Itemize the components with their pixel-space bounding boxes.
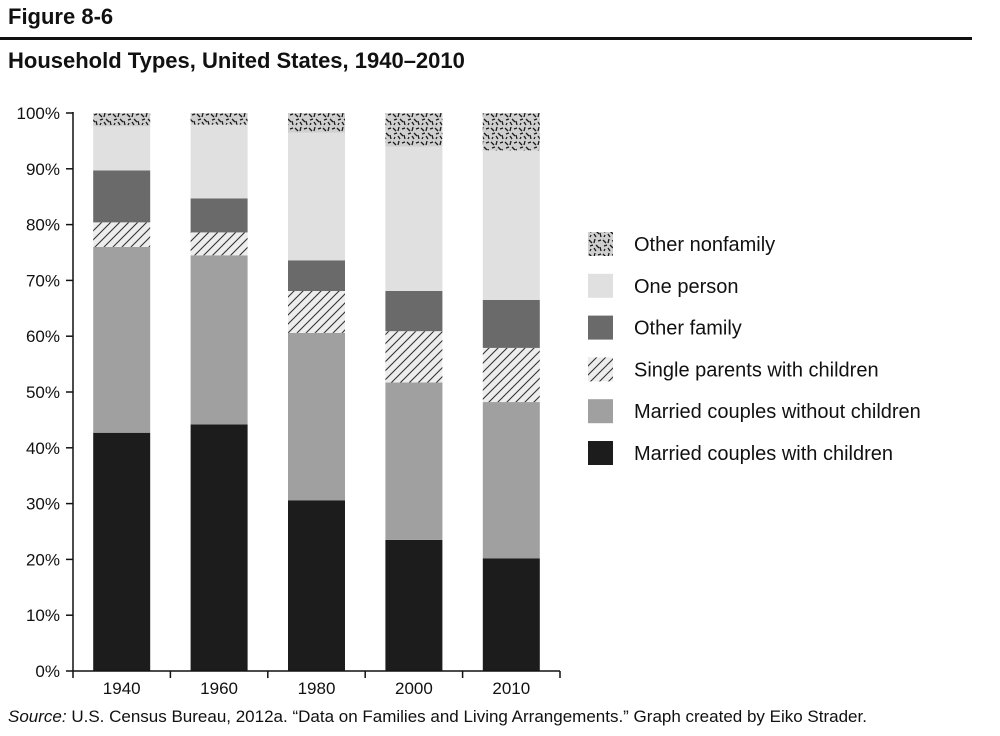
legend-label: One person — [634, 276, 739, 298]
bar-segment — [93, 222, 151, 247]
bar-segment — [93, 246, 151, 433]
x-tick-label: 1940 — [103, 679, 141, 698]
bar-segment — [482, 402, 540, 559]
y-tick-label: 0% — [35, 662, 60, 681]
bar-segment — [482, 299, 540, 348]
bar-segment — [385, 291, 443, 332]
legend-label: Married couples with children — [634, 443, 893, 465]
chart-title: Household Types, United States, 1940–201… — [8, 48, 465, 73]
bar-segment — [288, 332, 345, 501]
bar-segment — [385, 382, 443, 540]
bar-segment — [385, 331, 443, 383]
bar-segment — [190, 255, 248, 425]
y-tick-label: 80% — [26, 216, 60, 235]
legend-swatch — [588, 315, 613, 340]
bar-segment — [385, 113, 443, 147]
bar-segment — [93, 113, 151, 127]
bar-segment — [482, 113, 540, 151]
bar-segment — [93, 126, 151, 171]
figure-label: Figure 8-6 — [8, 4, 114, 29]
bar-segment — [288, 260, 345, 292]
title-rule — [0, 37, 972, 40]
bar-segment — [190, 198, 248, 233]
source-note: Source: U.S. Census Bureau, 2012a. “Data… — [8, 707, 867, 727]
legend-label: Other nonfamily — [634, 234, 775, 256]
bar-segment — [482, 558, 540, 671]
legend-label: Other family — [634, 318, 742, 340]
y-tick-label: 100% — [17, 104, 60, 123]
bar-segment — [288, 500, 345, 671]
bar-segment — [93, 432, 151, 671]
bar-segment — [190, 124, 248, 199]
bar-segment — [190, 232, 248, 256]
x-tick-label: 2010 — [492, 679, 530, 698]
bar-segment — [482, 347, 540, 403]
y-tick-label: 50% — [26, 383, 60, 402]
legend: Other nonfamily One person Other family Sin… — [588, 232, 921, 465]
legend-swatch — [588, 273, 613, 298]
y-tick-label: 20% — [26, 550, 60, 569]
bar-segment — [385, 146, 443, 292]
bar-segment — [288, 132, 345, 261]
legend-label: Married couples without children — [634, 401, 921, 423]
y-tick-label: 70% — [26, 271, 60, 290]
plot-area: 0% 10% 20% 30% 40% 50% 60% 70% 80% 90% 100% 1940 196… — [17, 104, 561, 698]
x-tick-label: 2000 — [395, 679, 433, 698]
bar-segment — [288, 113, 345, 133]
bar-segment — [385, 539, 443, 671]
x-tick-label: 1960 — [200, 679, 238, 698]
legend-label: Single parents with children — [634, 359, 879, 381]
bar-segment — [190, 113, 248, 125]
legend-swatch — [588, 399, 613, 424]
source-prefix: Source: — [8, 707, 67, 726]
legend-swatch — [588, 441, 613, 465]
x-tick-label: 1980 — [298, 679, 336, 698]
y-tick-label: 60% — [26, 327, 60, 346]
bar-segment — [288, 291, 345, 333]
bar-segment — [93, 170, 151, 223]
source-text: U.S. Census Bureau, 2012a. “Data on Fami… — [66, 707, 867, 726]
bar-segment — [482, 150, 540, 300]
legend-swatch — [588, 232, 613, 256]
y-tick-label: 30% — [26, 495, 60, 514]
y-tick-label: 10% — [26, 606, 60, 625]
legend-swatch — [588, 357, 613, 382]
bar-segment — [190, 424, 248, 671]
y-tick-label: 40% — [26, 439, 60, 458]
y-tick-label: 90% — [26, 160, 60, 179]
